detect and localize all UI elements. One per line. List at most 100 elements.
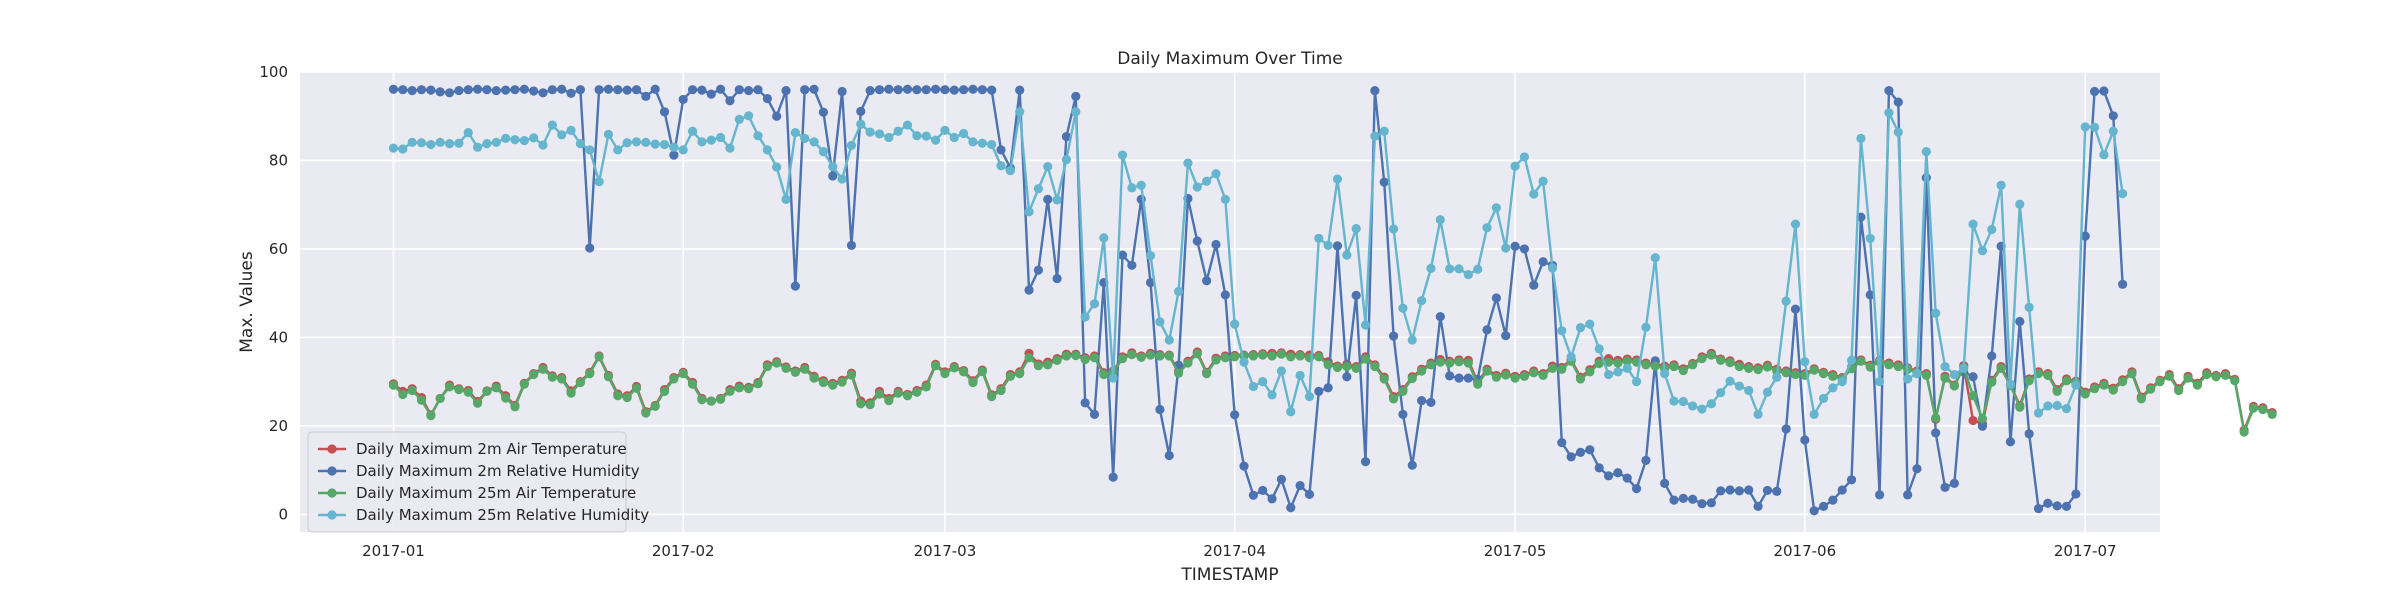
data-point — [1370, 361, 1380, 372]
data-point — [2230, 376, 2240, 386]
data-point — [1725, 485, 1735, 495]
data-point — [1080, 312, 1090, 322]
data-point — [790, 367, 800, 377]
data-point — [893, 388, 903, 398]
data-point — [1716, 355, 1726, 365]
data-point — [659, 107, 670, 117]
data-point — [1940, 361, 1950, 372]
data-point — [454, 85, 464, 96]
data-point — [566, 88, 576, 98]
data-point — [1445, 358, 1455, 368]
data-point — [1875, 490, 1885, 500]
data-point — [594, 177, 604, 187]
data-point — [1043, 162, 1053, 172]
data-point — [744, 111, 754, 121]
data-point — [1529, 189, 1539, 199]
data-point — [1613, 367, 1623, 377]
data-point — [2239, 427, 2249, 437]
data-point — [1996, 180, 2006, 190]
data-point — [1388, 331, 1399, 341]
data-point — [800, 364, 810, 374]
data-point — [1388, 224, 1399, 234]
data-point — [1136, 352, 1146, 362]
data-point — [912, 131, 922, 141]
data-point — [725, 96, 735, 106]
data-point — [753, 85, 763, 95]
data-point — [930, 135, 941, 145]
data-point — [1903, 374, 1913, 384]
data-point — [1603, 357, 1614, 367]
data-point — [1332, 241, 1343, 251]
data-point — [2174, 385, 2184, 396]
data-point — [1061, 131, 1072, 142]
data-point — [1940, 482, 1950, 492]
data-point — [912, 85, 922, 95]
data-point — [1473, 264, 1483, 274]
data-point — [1501, 243, 1511, 253]
data-point — [398, 85, 408, 95]
data-point — [1052, 195, 1062, 205]
data-point — [1893, 127, 1903, 137]
data-point — [1631, 377, 1642, 387]
data-point — [1267, 351, 1277, 361]
data-point — [2136, 394, 2146, 404]
data-point — [613, 145, 623, 155]
data-point — [828, 171, 838, 181]
data-point — [1538, 176, 1548, 186]
data-point — [659, 386, 670, 396]
data-point — [809, 84, 819, 94]
data-point — [1931, 428, 1941, 438]
data-point — [407, 137, 417, 147]
data-point — [856, 106, 866, 116]
data-point — [1080, 398, 1090, 408]
data-point — [1463, 269, 1473, 280]
data-point — [2005, 437, 2016, 447]
data-point — [1173, 368, 1184, 378]
data-point — [1594, 344, 1604, 354]
data-point — [1015, 85, 1025, 95]
data-point — [650, 139, 660, 149]
data-point — [1258, 485, 1268, 496]
data-point — [1949, 369, 1959, 380]
y-axis-label: Max. Values — [237, 251, 257, 353]
data-point — [2024, 302, 2034, 312]
data-point — [1828, 371, 1838, 381]
data-point — [1949, 478, 1959, 488]
data-point — [1865, 290, 1875, 300]
data-point — [1603, 369, 1614, 380]
data-point — [2089, 86, 2100, 97]
data-point — [1753, 365, 1763, 375]
data-point — [1248, 490, 1258, 500]
data-point — [547, 120, 557, 130]
data-point — [1501, 331, 1511, 341]
data-point — [968, 137, 978, 147]
data-point — [529, 133, 539, 143]
data-point — [1024, 285, 1034, 295]
data-point — [2080, 389, 2090, 399]
data-point — [2192, 380, 2202, 390]
data-point — [585, 243, 595, 253]
data-point — [2024, 429, 2034, 439]
data-point — [1117, 150, 1128, 160]
data-point — [996, 145, 1006, 155]
data-point — [2071, 489, 2081, 499]
data-point — [1660, 369, 1670, 379]
data-point — [959, 128, 969, 139]
data-point — [1725, 376, 1735, 386]
data-point — [1903, 490, 1913, 500]
data-point — [762, 93, 772, 104]
data-point — [1865, 233, 1875, 243]
legend-swatch-marker — [327, 510, 337, 520]
data-point — [641, 408, 651, 418]
data-point — [1987, 351, 1997, 361]
data-point — [1575, 447, 1586, 457]
data-point — [1239, 461, 1249, 471]
data-point — [1912, 464, 1922, 474]
data-point — [1865, 362, 1875, 372]
data-point — [557, 130, 567, 140]
data-point — [519, 84, 529, 94]
data-point — [1538, 257, 1548, 267]
data-point — [472, 84, 483, 94]
data-point — [1314, 352, 1324, 362]
